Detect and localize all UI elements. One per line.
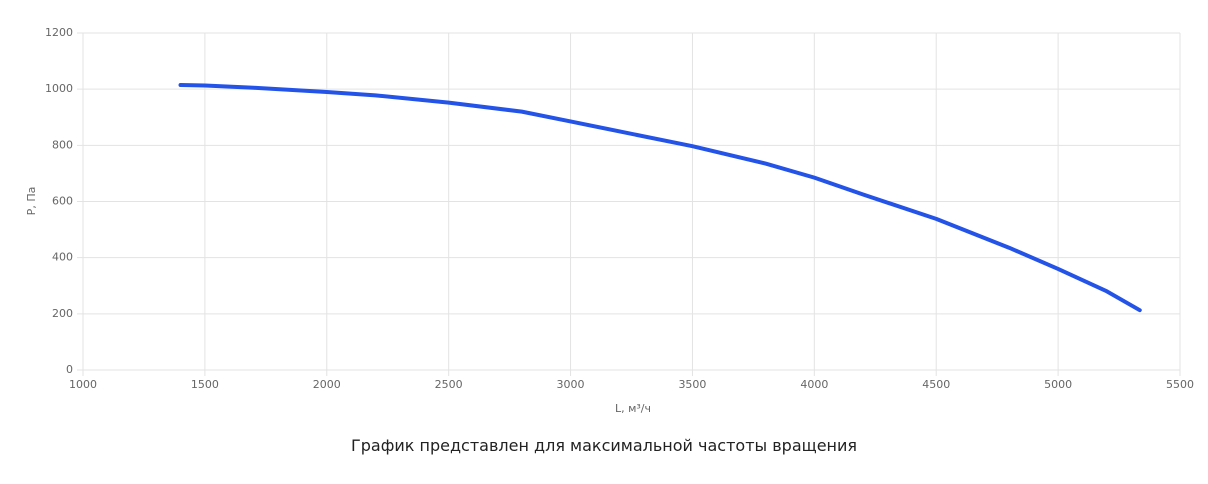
x-tick-label: 1000 xyxy=(69,378,97,391)
y-tick-label: 600 xyxy=(52,195,73,208)
x-axis-label: L, м³/ч xyxy=(615,402,651,415)
x-tick-label: 2500 xyxy=(435,378,463,391)
x-tick-label: 2000 xyxy=(313,378,341,391)
x-tick-label: 4500 xyxy=(922,378,950,391)
y-axis-label: P, Па xyxy=(25,187,38,216)
y-tick-label: 1200 xyxy=(45,26,73,39)
y-tick-label: 400 xyxy=(52,251,73,264)
chart: L, м³/ч P, Па 0 200 400 600 800 1000 1200 1000 1… xyxy=(25,26,1194,415)
x-tick-label: 5000 xyxy=(1044,378,1072,391)
y-tick-label: 1000 xyxy=(45,82,73,95)
x-tick-label: 1500 xyxy=(191,378,219,391)
x-tick-label: 3500 xyxy=(678,378,706,391)
x-tick-label: 4000 xyxy=(800,378,828,391)
y-tick-label: 200 xyxy=(52,307,73,320)
line xyxy=(178,82,1142,313)
y-tick-label: 0 xyxy=(66,363,73,376)
y-tick-label: 800 xyxy=(52,138,73,151)
x-tick-label: 5500 xyxy=(1166,378,1194,391)
caption: График представлен для максимальной част… xyxy=(350,436,858,455)
x-tick-label: 3000 xyxy=(557,378,585,391)
